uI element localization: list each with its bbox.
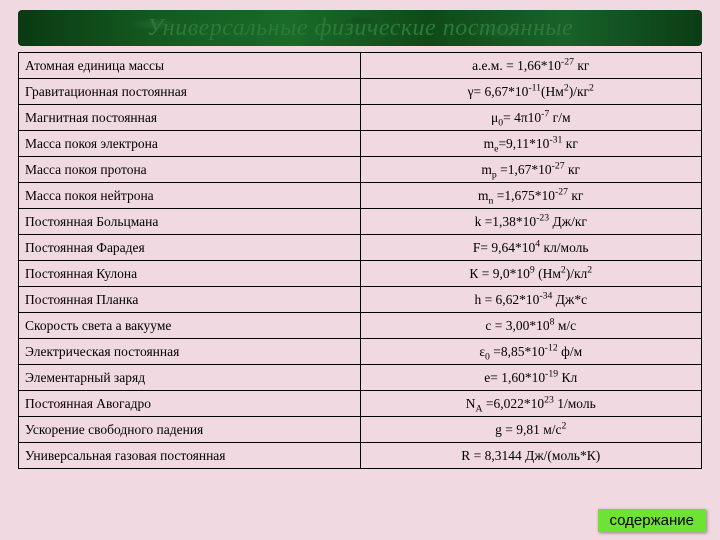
table-row: Магнитная постояннаяμ0= 4π10-7 г/м	[19, 105, 702, 131]
constant-value: е= 1,60*10-19 Кл	[360, 365, 702, 391]
table-row: Масса покоя электронаme=9,11*10-31 кг	[19, 131, 702, 157]
table-row: Постоянная ФарадеяF= 9,64*104 кл/моль	[19, 235, 702, 261]
constant-name: Постоянная Фарадея	[19, 235, 361, 261]
title-banner: Универсальные физические постоянные	[18, 10, 702, 46]
constant-value: R = 8,3144 Дж/(моль*К)	[360, 443, 702, 469]
table-row: Гравитационная постояннаяγ= 6,67*10-11(Н…	[19, 79, 702, 105]
constant-name: Масса покоя протона	[19, 157, 361, 183]
constant-name: Элементарный заряд	[19, 365, 361, 391]
constant-value: k =1,38*10-23 Дж/кг	[360, 209, 702, 235]
constant-value: mp =1,67*10-27 кг	[360, 157, 702, 183]
table-row: Ускорение свободного паденияg = 9,81 м/с…	[19, 417, 702, 443]
constant-name: Универсальная газовая постоянная	[19, 443, 361, 469]
constant-value: me=9,11*10-31 кг	[360, 131, 702, 157]
constant-name: Электрическая постоянная	[19, 339, 361, 365]
constant-value: γ= 6,67*10-11(Нм2)/кг2	[360, 79, 702, 105]
constant-name: Гравитационная постоянная	[19, 79, 361, 105]
constant-value: h = 6,62*10-34 Дж*с	[360, 287, 702, 313]
table-row: Постоянная Планкаh = 6,62*10-34 Дж*с	[19, 287, 702, 313]
slide: Универсальные физические постоянные Атом…	[0, 0, 720, 540]
constant-name: Постоянная Авогадро	[19, 391, 361, 417]
constant-value: с = 3,00*108 м/с	[360, 313, 702, 339]
constant-value: NA =6,022*1023 1/моль	[360, 391, 702, 417]
constant-value: а.е.м. = 1,66*10-27 кг	[360, 53, 702, 79]
table-row: Постоянная Больцманаk =1,38*10-23 Дж/кг	[19, 209, 702, 235]
table-row: Элементарный заряде= 1,60*10-19 Кл	[19, 365, 702, 391]
constant-value: ε0 =8,85*10-12 ф/м	[360, 339, 702, 365]
constant-value: К = 9,0*109 (Нм2)/кл2	[360, 261, 702, 287]
contents-button[interactable]: содержание	[598, 509, 707, 532]
constant-value: mn =1,675*10-27 кг	[360, 183, 702, 209]
slide-title: Универсальные физические постоянные	[147, 15, 574, 42]
constant-name: Скорость света а вакууме	[19, 313, 361, 339]
constant-value: g = 9,81 м/с2	[360, 417, 702, 443]
constants-table: Атомная единица массыа.е.м. = 1,66*10-27…	[18, 52, 702, 469]
constant-name: Ускорение свободного падения	[19, 417, 361, 443]
table-row: Скорость света а вакуумес = 3,00*108 м/с	[19, 313, 702, 339]
constant-name: Магнитная постоянная	[19, 105, 361, 131]
constant-name: Масса покоя нейтрона	[19, 183, 361, 209]
constant-name: Постоянная Планка	[19, 287, 361, 313]
constant-value: μ0= 4π10-7 г/м	[360, 105, 702, 131]
constant-name: Постоянная Больцмана	[19, 209, 361, 235]
constant-name: Постоянная Кулона	[19, 261, 361, 287]
constant-name: Атомная единица массы	[19, 53, 361, 79]
constants-table-body: Атомная единица массыа.е.м. = 1,66*10-27…	[19, 53, 702, 469]
table-row: Атомная единица массыа.е.м. = 1,66*10-27…	[19, 53, 702, 79]
table-row: Электрическая постояннаяε0 =8,85*10-12 ф…	[19, 339, 702, 365]
table-row: Универсальная газовая постояннаяR = 8,31…	[19, 443, 702, 469]
constant-name: Масса покоя электрона	[19, 131, 361, 157]
table-row: Постоянная КулонаК = 9,0*109 (Нм2)/кл2	[19, 261, 702, 287]
table-row: Масса покоя протонаmp =1,67*10-27 кг	[19, 157, 702, 183]
constant-value: F= 9,64*104 кл/моль	[360, 235, 702, 261]
table-row: Масса покоя нейтронаmn =1,675*10-27 кг	[19, 183, 702, 209]
table-row: Постоянная АвогадроNA =6,022*1023 1/моль	[19, 391, 702, 417]
